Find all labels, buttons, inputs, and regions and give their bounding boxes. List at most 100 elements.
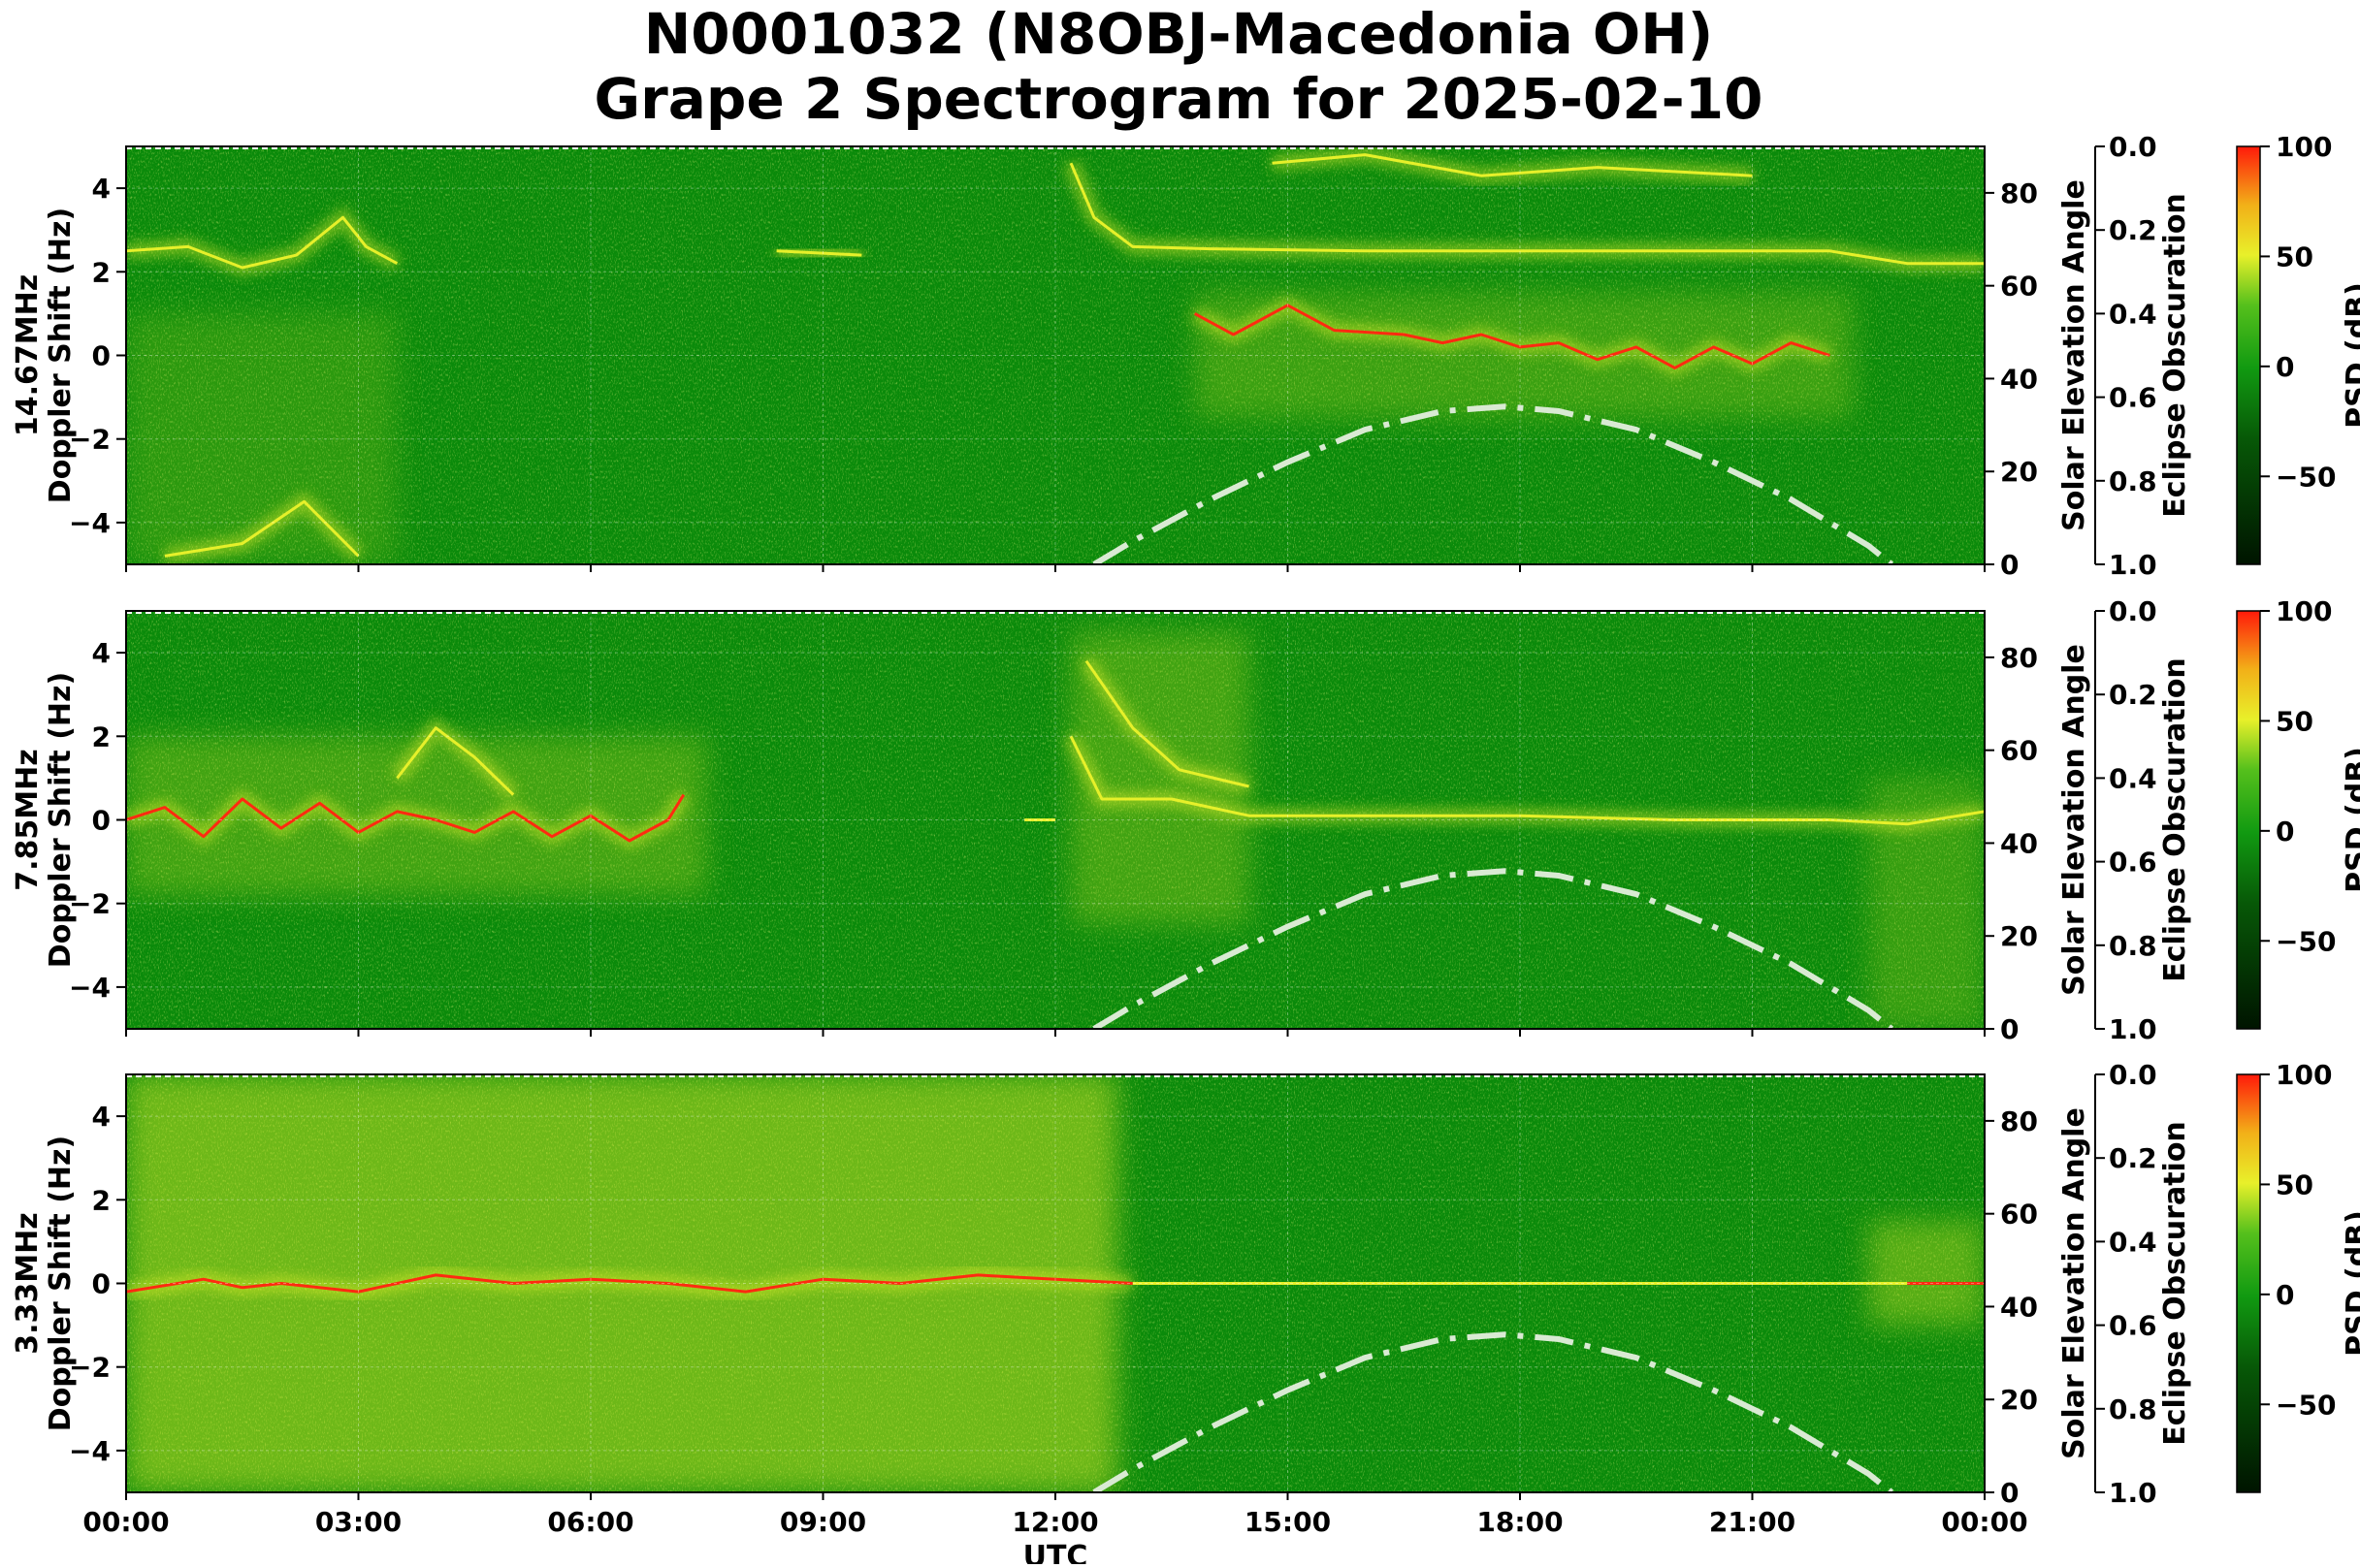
solar-elevation-axis-label: Solar Elevation Angle: [2057, 179, 2091, 531]
signal-glow-region: [1868, 1220, 1985, 1326]
y-tick-label: 0: [92, 805, 111, 837]
eclipse-obscuration-axis-label: Eclipse Obscuration: [2158, 657, 2192, 982]
elevation-tick-label: 20: [2000, 456, 2038, 488]
frequency-label: 7.85MHz: [11, 749, 45, 890]
y-tick-label: −4: [69, 1435, 111, 1467]
panel-14_67MHz: 420−2−414.67MHz Doppler Shift (Hz)0204060…: [11, 131, 2360, 581]
psd-colorbar: [2236, 145, 2261, 565]
eclipse-tick-label: 0.8: [2109, 1393, 2157, 1425]
y-tick-label: 4: [92, 637, 111, 669]
x-tick-label: 21:00: [1709, 1506, 1795, 1538]
colorbar-tick-label: 100: [2276, 131, 2332, 163]
colorbar-tick-label: 50: [2276, 240, 2313, 272]
eclipse-tick-label: 0.2: [2109, 214, 2157, 246]
colorbar-tick-label: −50: [2276, 925, 2336, 957]
colorbar-tick-label: 0: [2276, 1279, 2294, 1311]
frequency-label: 3.33MHz: [11, 1212, 45, 1354]
elevation-tick-label: 80: [2000, 642, 2038, 674]
eclipse-tick-label: 1.0: [2109, 1013, 2157, 1045]
colorbar-tick-label: 50: [2276, 1168, 2313, 1200]
solar-elevation-curve: [1092, 1331, 1894, 1492]
eclipse-tick-label: 0.0: [2109, 1059, 2157, 1091]
x-tick-label: 03:00: [315, 1506, 402, 1538]
eclipse-tick-label: 0.8: [2109, 465, 2157, 497]
colorbar-tick-label: 100: [2276, 595, 2332, 627]
x-tick-label: 18:00: [1476, 1506, 1563, 1538]
y-tick-label: 2: [92, 256, 111, 288]
eclipse-obscuration-axis-label: Eclipse Obscuration: [2158, 1121, 2192, 1446]
doppler-trace: [1084, 659, 1249, 788]
x-tick-label: 12:00: [1012, 1506, 1098, 1538]
colorbar-tick-label: 0: [2276, 351, 2294, 383]
y-tick-label: 0: [92, 1268, 111, 1300]
x-axis-label: UTC: [1023, 1540, 1088, 1564]
y-tick-label: −2: [69, 1352, 111, 1384]
colorbar-tick-label: 50: [2276, 705, 2313, 737]
psd-colorbar-label: PSD (dB): [2341, 1210, 2360, 1357]
plot-area: [126, 146, 1985, 564]
doppler-axis-label: Doppler Shift (Hz): [44, 1136, 78, 1431]
solar-elevation-axis-label: Solar Elevation Angle: [2057, 1107, 2091, 1459]
doppler-trace: [1069, 162, 1985, 266]
doppler-axis-label: Doppler Shift (Hz): [44, 672, 78, 968]
colorbar-tick-label: −50: [2276, 461, 2336, 493]
x-tick-label: 00:00: [82, 1506, 169, 1538]
y-tick-label: −4: [69, 972, 111, 1004]
chart-title-line2: Grape 2 Spectrogram for 2025-02-10: [595, 66, 1763, 132]
doppler-trace: [1193, 304, 1830, 369]
plot-area: [126, 1074, 1985, 1492]
doppler-trace: [126, 215, 399, 270]
solar-elevation-axis-label: Solar Elevation Angle: [2057, 644, 2091, 996]
doppler-trace: [126, 1273, 1133, 1294]
colorbar-tick-label: −50: [2276, 1389, 2336, 1421]
x-tick-label: 00:00: [1941, 1506, 2027, 1538]
eclipse-obscuration-axis-label: Eclipse Obscuration: [2158, 193, 2192, 518]
frequency-label: 14.67MHz: [11, 274, 45, 436]
elevation-tick-label: 80: [2000, 1105, 2038, 1137]
eclipse-tick-label: 1.0: [2109, 1477, 2157, 1509]
doppler-axis-label: Doppler Shift (Hz): [44, 208, 78, 503]
eclipse-tick-label: 0.0: [2109, 595, 2157, 627]
colorbar-tick-label: 100: [2276, 1059, 2332, 1091]
eclipse-tick-label: 1.0: [2109, 549, 2157, 581]
elevation-tick-label: 60: [2000, 735, 2038, 767]
eclipse-tick-label: 0.4: [2109, 298, 2157, 330]
elevation-tick-label: 80: [2000, 177, 2038, 209]
psd-colorbar: [2236, 610, 2261, 1030]
doppler-trace: [776, 249, 862, 257]
elevation-tick-label: 60: [2000, 1199, 2038, 1231]
psd-colorbar-label: PSD (dB): [2341, 282, 2360, 429]
panel-3_33MHz: 420−2−43.33MHz Doppler Shift (Hz)02040608…: [11, 1059, 2360, 1568]
elevation-tick-label: 20: [2000, 920, 2038, 952]
y-tick-label: 2: [92, 720, 111, 752]
doppler-trace: [1272, 153, 1753, 177]
eclipse-tick-label: 0.8: [2109, 930, 2157, 962]
eclipse-tick-label: 0.2: [2109, 1142, 2157, 1174]
eclipse-tick-label: 0.4: [2109, 762, 2157, 794]
elevation-tick-label: 0: [2000, 549, 2019, 581]
eclipse-tick-label: 0.6: [2109, 1310, 2157, 1342]
y-tick-label: 0: [92, 340, 111, 372]
y-tick-label: 4: [92, 173, 111, 205]
colorbar-tick-label: 0: [2276, 816, 2294, 848]
x-tick-label: 06:00: [547, 1506, 633, 1538]
psd-colorbar-label: PSD (dB): [2341, 747, 2360, 893]
plot-area: [126, 611, 1985, 1029]
doppler-trace: [396, 726, 515, 796]
chart-title-line1: N0001032 (N8OBJ-Macedonia OH): [644, 1, 1714, 67]
panel-7_85MHz: 420−2−47.85MHz Doppler Shift (Hz)02040608…: [11, 595, 2360, 1045]
y-tick-label: 4: [92, 1101, 111, 1133]
y-tick-label: −4: [69, 507, 111, 539]
elevation-tick-label: 40: [2000, 827, 2038, 859]
doppler-trace: [126, 793, 686, 843]
x-tick-label: 15:00: [1245, 1506, 1331, 1538]
x-tick-label: 09:00: [780, 1506, 866, 1538]
eclipse-tick-label: 0.4: [2109, 1226, 2157, 1258]
spectrogram-panels: 420−2−414.67MHz Doppler Shift (Hz)0204060…: [11, 131, 2360, 1568]
doppler-trace: [164, 499, 360, 558]
y-tick-label: −2: [69, 888, 111, 920]
eclipse-tick-label: 0.2: [2109, 679, 2157, 711]
solar-elevation-curve: [1092, 868, 1894, 1029]
